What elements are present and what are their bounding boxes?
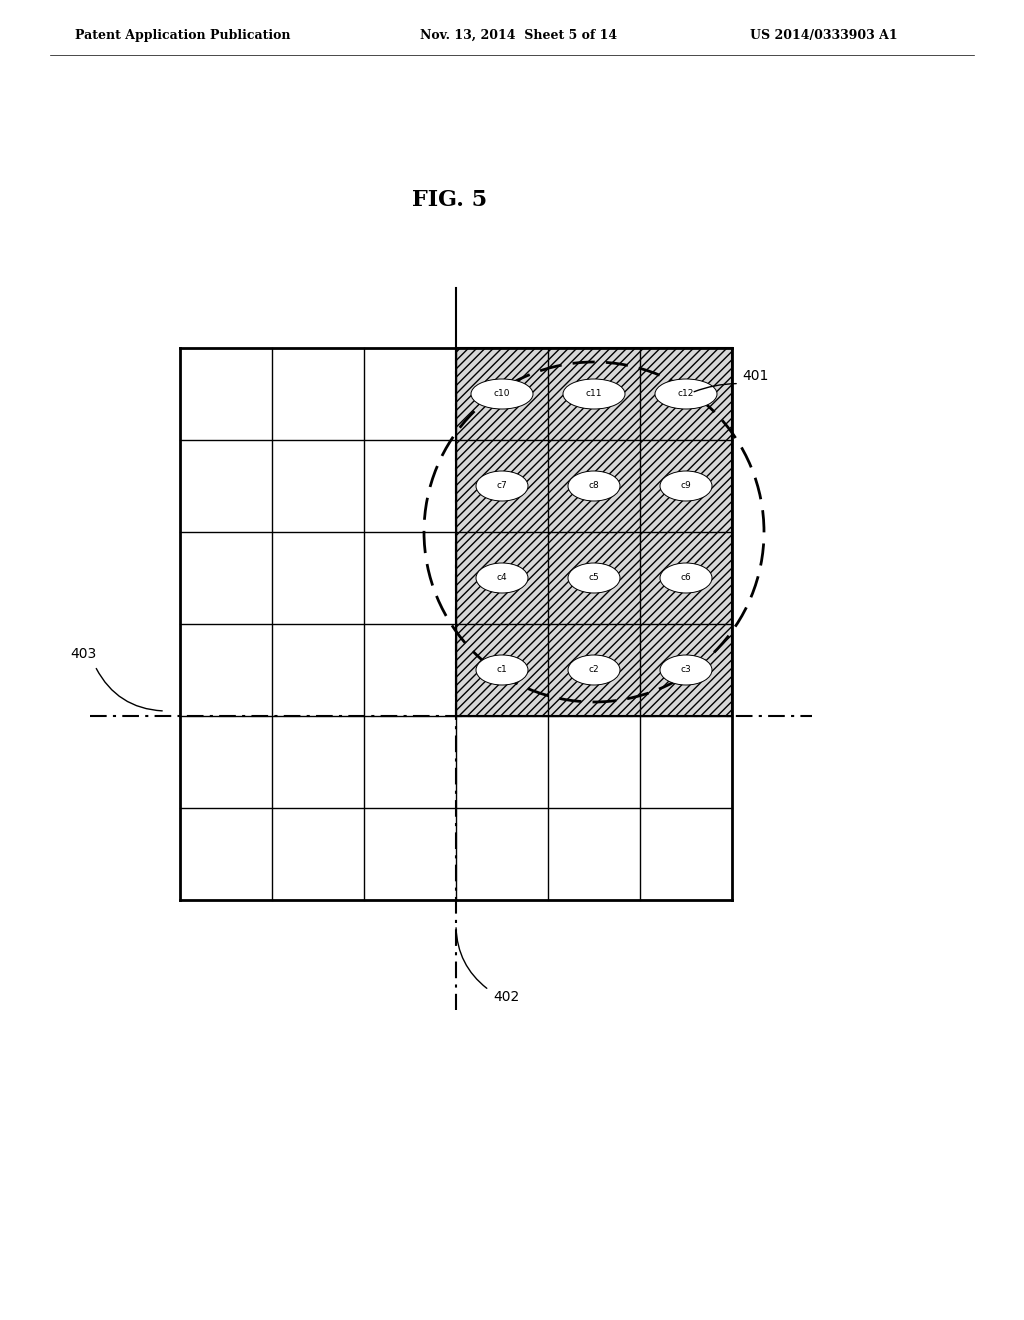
Text: c2: c2 xyxy=(589,665,599,675)
Text: US 2014/0333903 A1: US 2014/0333903 A1 xyxy=(750,29,898,41)
Text: c10: c10 xyxy=(494,389,510,399)
Text: Patent Application Publication: Patent Application Publication xyxy=(75,29,291,41)
Text: c8: c8 xyxy=(589,482,599,491)
Text: c7: c7 xyxy=(497,482,507,491)
Ellipse shape xyxy=(655,379,717,409)
Text: c5: c5 xyxy=(589,573,599,582)
Text: c11: c11 xyxy=(586,389,602,399)
Ellipse shape xyxy=(563,379,625,409)
Ellipse shape xyxy=(568,564,620,593)
Text: c3: c3 xyxy=(681,665,691,675)
Ellipse shape xyxy=(471,379,534,409)
Ellipse shape xyxy=(660,655,712,685)
Text: c9: c9 xyxy=(681,482,691,491)
Text: c6: c6 xyxy=(681,573,691,582)
Ellipse shape xyxy=(568,471,620,502)
Text: 403: 403 xyxy=(70,647,96,661)
Text: c1: c1 xyxy=(497,665,507,675)
Text: 402: 402 xyxy=(493,990,519,1005)
Text: 401: 401 xyxy=(742,368,768,383)
Ellipse shape xyxy=(660,471,712,502)
Ellipse shape xyxy=(660,564,712,593)
Bar xyxy=(456,348,732,715)
Text: Nov. 13, 2014  Sheet 5 of 14: Nov. 13, 2014 Sheet 5 of 14 xyxy=(420,29,617,41)
Text: FIG. 5: FIG. 5 xyxy=(413,189,487,211)
Ellipse shape xyxy=(568,655,620,685)
Text: c4: c4 xyxy=(497,573,507,582)
Ellipse shape xyxy=(476,471,528,502)
Ellipse shape xyxy=(476,564,528,593)
Text: c12: c12 xyxy=(678,389,694,399)
Ellipse shape xyxy=(476,655,528,685)
